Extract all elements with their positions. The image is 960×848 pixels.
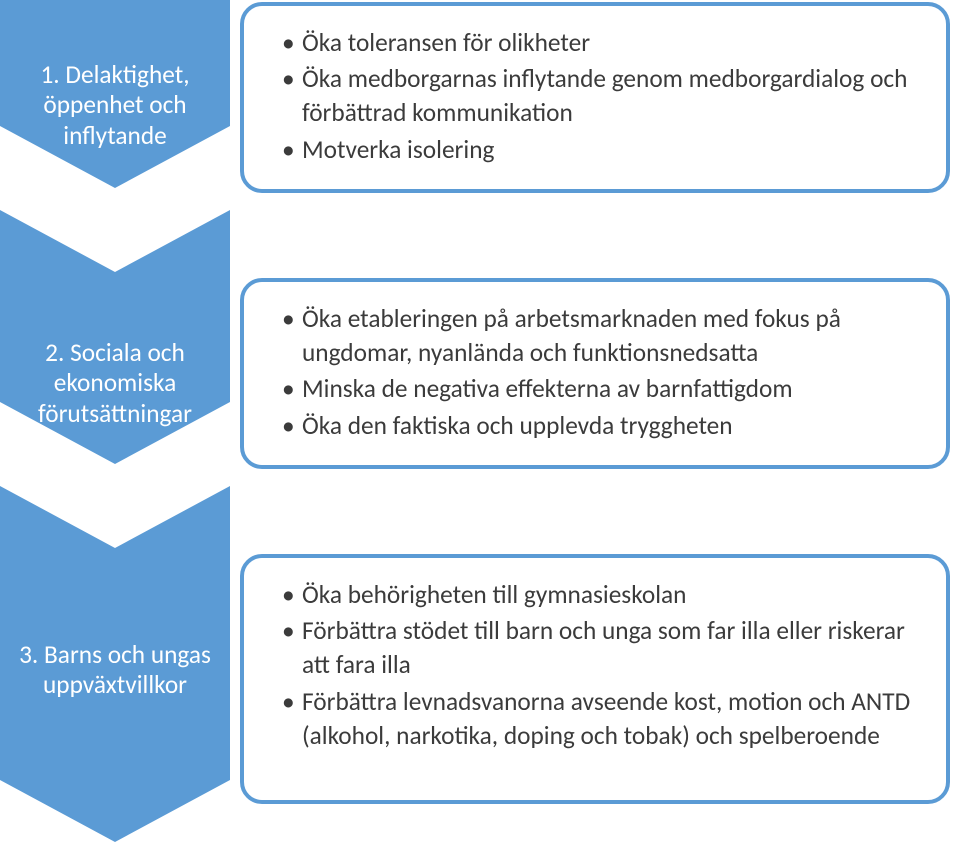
list-item: Minska de negativa effekterna av barnfat… [278, 372, 918, 406]
bullet-list: Öka etableringen på arbetsmarknaden med … [278, 302, 918, 443]
list-item: Öka den faktiska och upplevda tryggheten [278, 409, 918, 443]
list-item: Öka etableringen på arbetsmarknaden med … [278, 302, 918, 370]
list-item: Öka medborgarnas inflytande genom medbor… [278, 62, 918, 130]
section-content-2: Öka etableringen på arbetsmarknaden med … [240, 278, 950, 469]
list-item: Öka toleransen för olikheter [278, 26, 918, 60]
list-item: Öka behörigheten till gymnasieskolan [278, 578, 918, 612]
list-item: Motverka isolering [278, 133, 918, 167]
bullet-list: Öka toleransen för olikheter Öka medborg… [278, 26, 918, 167]
section-content-3: Öka behörigheten till gymnasieskolan För… [240, 554, 950, 804]
bullet-list: Öka behörigheten till gymnasieskolan För… [278, 578, 918, 753]
section-arrow-label-1: 1. Delaktighet, öppenhet och inflytande [0, 60, 230, 151]
section-arrow-label-3: 3. Barns och ungas uppväxtvillkor [0, 640, 230, 701]
list-item: Förbättra stödet till barn och unga som … [278, 614, 918, 682]
list-item: Förbättra levnadsvanorna avseende kost, … [278, 685, 918, 753]
section-content-1: Öka toleransen för olikheter Öka medborg… [240, 2, 950, 193]
section-arrow-label-2: 2. Sociala och ekonomiska förutsättninga… [0, 338, 230, 429]
